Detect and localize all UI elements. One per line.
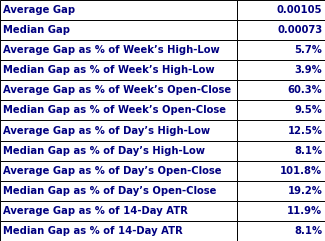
Text: 11.9%: 11.9% [287,206,322,216]
Bar [0,20,237,40]
Bar [237,161,325,181]
Bar [0,0,237,20]
Text: 60.3%: 60.3% [288,85,322,95]
Bar [0,141,237,161]
Bar [0,201,237,221]
Bar [0,181,237,201]
Bar [237,221,325,241]
Bar [0,221,237,241]
Text: Average Gap: Average Gap [3,5,75,15]
Text: Median Gap as % of Week’s Open-Close: Median Gap as % of Week’s Open-Close [3,106,226,115]
Bar [0,120,237,141]
Text: Median Gap as % of Week’s High-Low: Median Gap as % of Week’s High-Low [3,65,214,75]
Bar [0,60,237,80]
Bar [237,120,325,141]
Text: Median Gap: Median Gap [3,25,70,35]
Text: Average Gap as % of 14-Day ATR: Average Gap as % of 14-Day ATR [3,206,188,216]
Text: 9.5%: 9.5% [294,106,322,115]
Bar [237,141,325,161]
Text: 101.8%: 101.8% [280,166,322,176]
Text: 0.00105: 0.00105 [277,5,322,15]
Bar [0,161,237,181]
Text: Average Gap as % of Week’s High-Low: Average Gap as % of Week’s High-Low [3,45,219,55]
Bar [237,40,325,60]
Bar [0,80,237,100]
Bar [0,100,237,120]
Text: Average Gap as % of Week’s Open-Close: Average Gap as % of Week’s Open-Close [3,85,231,95]
Text: Median Gap as % of Day’s High-Low: Median Gap as % of Day’s High-Low [3,146,205,156]
Text: Average Gap as % of Day’s High-Low: Average Gap as % of Day’s High-Low [3,126,210,135]
Text: 5.7%: 5.7% [294,45,322,55]
Bar [237,20,325,40]
Bar [237,181,325,201]
Text: Average Gap as % of Day’s Open-Close: Average Gap as % of Day’s Open-Close [3,166,221,176]
Text: 12.5%: 12.5% [287,126,322,135]
Bar [237,60,325,80]
Text: 19.2%: 19.2% [288,186,322,196]
Bar [237,0,325,20]
Text: 0.00073: 0.00073 [277,25,322,35]
Text: Median Gap as % of Day’s Open-Close: Median Gap as % of Day’s Open-Close [3,186,216,196]
Text: 8.1%: 8.1% [294,146,322,156]
Bar [237,100,325,120]
Bar [237,201,325,221]
Text: Median Gap as % of 14-Day ATR: Median Gap as % of 14-Day ATR [3,226,182,236]
Text: 3.9%: 3.9% [295,65,322,75]
Bar [0,40,237,60]
Text: 8.1%: 8.1% [294,226,322,236]
Bar [237,80,325,100]
